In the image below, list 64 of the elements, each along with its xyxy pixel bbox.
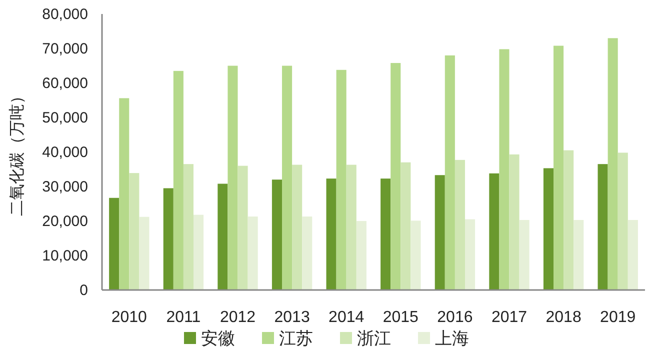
y-tick-label: 20,000: [42, 213, 88, 230]
bar: [554, 46, 564, 290]
x-tick-label: 2013: [274, 309, 310, 326]
y-tick-label: 0: [80, 282, 88, 299]
bar: [109, 198, 120, 290]
y-tick-label: 70,000: [42, 40, 88, 58]
bar: [272, 180, 282, 290]
bar: [543, 168, 554, 290]
bar: [193, 214, 204, 290]
x-tick-label: 2014: [328, 309, 364, 326]
bar: [336, 70, 346, 290]
bar: [163, 188, 174, 290]
bar: [228, 66, 238, 290]
x-tick-label: 2012: [220, 309, 256, 326]
y-tick-label: 60,000: [42, 75, 88, 92]
bar: [618, 152, 628, 290]
bar: [119, 98, 130, 290]
bar: [454, 160, 465, 290]
legend-label: 浙江: [357, 329, 391, 348]
bar: [218, 184, 228, 290]
x-tick-label: 2011: [166, 309, 201, 326]
y-tick-label: 40,000: [42, 144, 88, 161]
bar: [282, 66, 292, 290]
bar: [129, 173, 140, 290]
bar: [356, 221, 366, 290]
bar: [608, 38, 618, 290]
bar: [499, 49, 510, 290]
bar: [434, 175, 445, 290]
bar: [410, 220, 421, 290]
bar: [380, 178, 391, 290]
bar: [574, 220, 584, 290]
bar: [598, 164, 608, 290]
bar: [519, 220, 530, 290]
bar: [292, 164, 302, 290]
x-tick-label: 2019: [600, 309, 636, 326]
x-tick-label: 2018: [546, 309, 582, 326]
bar: [173, 70, 184, 290]
bar: [509, 154, 520, 290]
bar: [139, 216, 150, 290]
bar: [326, 178, 336, 290]
bar: [183, 164, 194, 290]
y-axis-title: 二氧化碳（万吨）: [8, 88, 26, 216]
y-tick-label: 30,000: [42, 178, 88, 196]
x-tick-label: 2017: [491, 309, 528, 326]
x-tick-label: 2010: [111, 309, 148, 326]
bar: [248, 216, 258, 290]
bar: [444, 55, 455, 290]
y-tick-label: 80,000: [42, 6, 88, 23]
bar: [489, 173, 500, 290]
legend-label: 上海: [435, 329, 469, 348]
bar: [400, 162, 411, 290]
bar: [628, 220, 638, 290]
bar: [464, 219, 476, 290]
bar: [346, 164, 356, 290]
bar: [390, 62, 401, 290]
legend-label: 安徽: [201, 329, 235, 348]
x-tick-label: 2015: [382, 309, 419, 326]
y-tick-label: 50,000: [42, 110, 88, 126]
bar: [238, 166, 248, 290]
bar: [302, 216, 312, 290]
bar: [564, 150, 574, 290]
x-tick-label: 2016: [437, 309, 473, 326]
y-tick-label: 10,000: [42, 248, 88, 264]
legend-label: 江苏: [279, 329, 313, 348]
